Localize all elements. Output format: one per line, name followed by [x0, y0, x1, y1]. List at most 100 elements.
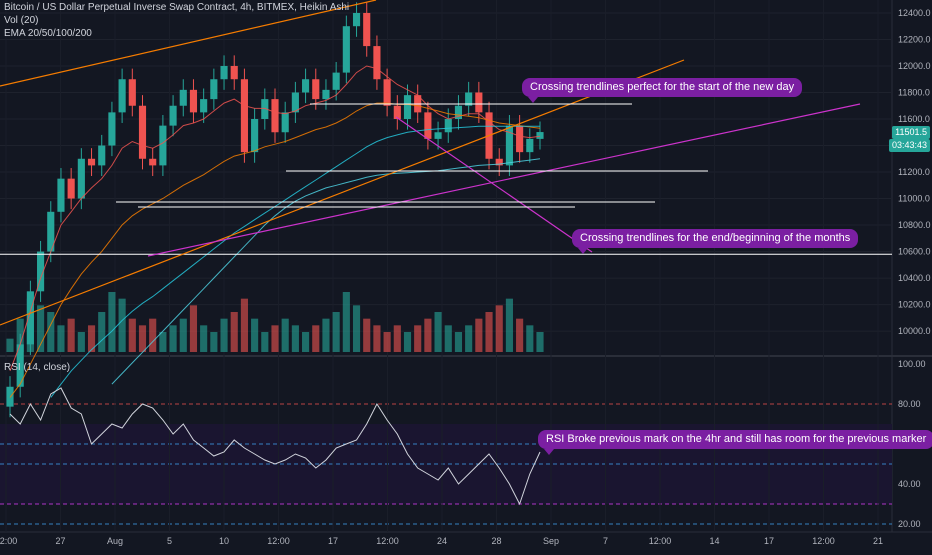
volume-bar — [47, 312, 55, 352]
volume-bar — [352, 305, 361, 352]
volume-bar — [77, 332, 85, 352]
volume-bar — [485, 312, 493, 352]
rsi-tick-label: 100.00 — [898, 359, 926, 369]
volume-bar — [526, 325, 534, 352]
candle-body — [108, 112, 116, 146]
time-tick-label: 17 — [764, 536, 774, 546]
candle-body — [159, 125, 167, 166]
rsi-tick-label: 80.00 — [898, 399, 921, 409]
chart-title: Bitcoin / US Dollar Perpetual Inverse Sw… — [4, 2, 350, 13]
candle-body — [16, 344, 24, 387]
volume-bar — [57, 325, 65, 352]
candle-body — [495, 158, 503, 166]
candle-body — [302, 79, 310, 93]
ema-line — [9, 65, 541, 372]
ema-line — [9, 102, 541, 398]
price-tick-label: 11200.0 — [898, 167, 930, 177]
volume-bar — [87, 325, 96, 352]
candle-body — [230, 65, 238, 80]
candle-body — [37, 251, 45, 292]
time-tick-label: 14 — [709, 536, 719, 546]
time-tick-label: 17 — [328, 536, 338, 546]
time-tick-label: 5 — [167, 536, 172, 546]
volume-bar — [302, 332, 310, 352]
rsi-tick-label: 20.00 — [898, 519, 921, 529]
price-tick-label: 10000.0 — [898, 326, 931, 336]
volume-bar — [118, 298, 126, 352]
price-tick-label: 11800.0 — [898, 87, 930, 97]
price-tick-label: 10800.0 — [898, 220, 931, 230]
volume-bar — [98, 312, 106, 352]
candle-body — [138, 105, 147, 159]
time-tick-label: 21 — [873, 536, 883, 546]
time-tick-label: 12:00 — [812, 536, 835, 546]
volume-bar — [230, 312, 238, 352]
candle-body — [128, 79, 136, 106]
candle-body — [312, 79, 320, 100]
callout-months: Crossing trendlines for the end/beginnin… — [572, 229, 859, 254]
candle-body — [87, 158, 96, 166]
candle-body — [26, 291, 34, 345]
candle-body — [57, 178, 65, 212]
callout-rsi: RSI Broke previous mark on the 4hr and s… — [538, 430, 932, 455]
candle-body — [434, 132, 442, 139]
candle-body — [322, 89, 330, 100]
volume-bar — [179, 318, 187, 352]
volume-bar — [220, 318, 228, 352]
trendline-upper-channel — [0, 0, 377, 87]
price-tick-label: 10400.0 — [898, 273, 931, 283]
volume-bar — [37, 305, 45, 352]
time-tick-label: 24 — [437, 536, 447, 546]
volume-bar — [403, 332, 412, 352]
ema-legend: EMA 20/50/100/200 — [4, 28, 92, 39]
time-tick-label: 12:00 — [267, 536, 290, 546]
time-tick-label: Sep — [543, 536, 559, 546]
volume-bar — [465, 325, 473, 352]
volume-bar — [189, 305, 198, 352]
volume-bar — [149, 318, 157, 352]
rsi-legend: RSI (14, close) — [4, 362, 71, 373]
volume-bar — [495, 305, 503, 352]
volume-bar — [291, 325, 299, 352]
volume-bar — [67, 318, 75, 352]
candle-body — [454, 105, 463, 119]
volume-bar — [536, 332, 544, 352]
volume-bar — [424, 318, 432, 352]
time-tick-label: Aug — [107, 536, 123, 546]
volume-bar — [475, 318, 483, 352]
volume-bar — [516, 318, 524, 352]
price-tick-label: 10200.0 — [898, 300, 931, 310]
time-tick-label: 27 — [55, 536, 65, 546]
volume-bar — [108, 292, 116, 352]
trendline-descending — [395, 116, 593, 253]
price-tick-label: 12400.0 — [898, 8, 931, 18]
candle-body — [393, 105, 401, 119]
candle-body — [465, 92, 473, 106]
candle-body — [179, 89, 187, 106]
candle-body — [200, 99, 208, 113]
volume-bar — [373, 325, 381, 352]
volume-bar — [454, 332, 463, 352]
candle-body — [169, 105, 177, 126]
time-tick-label: 12:00 — [649, 536, 672, 546]
candle-body — [240, 79, 248, 153]
candle-body — [118, 79, 126, 113]
candle-body — [352, 12, 361, 27]
volume-bar — [159, 332, 167, 352]
volume-legend: Vol (20) — [4, 15, 39, 26]
candle-body — [526, 138, 534, 153]
price-tick-label: 12000.0 — [898, 61, 931, 71]
candle-body — [210, 79, 218, 100]
volume-bar — [6, 338, 14, 352]
candle-body — [363, 12, 371, 47]
last-price-tag: 11501.5 — [892, 126, 930, 139]
trendline-support — [147, 103, 861, 257]
time-tick-label: 7 — [603, 536, 608, 546]
candle-body — [220, 65, 228, 80]
candle-body — [475, 92, 483, 113]
volume-bar — [261, 332, 269, 352]
volume-bar — [281, 318, 289, 352]
time-tick-label: 12:00 — [376, 536, 399, 546]
